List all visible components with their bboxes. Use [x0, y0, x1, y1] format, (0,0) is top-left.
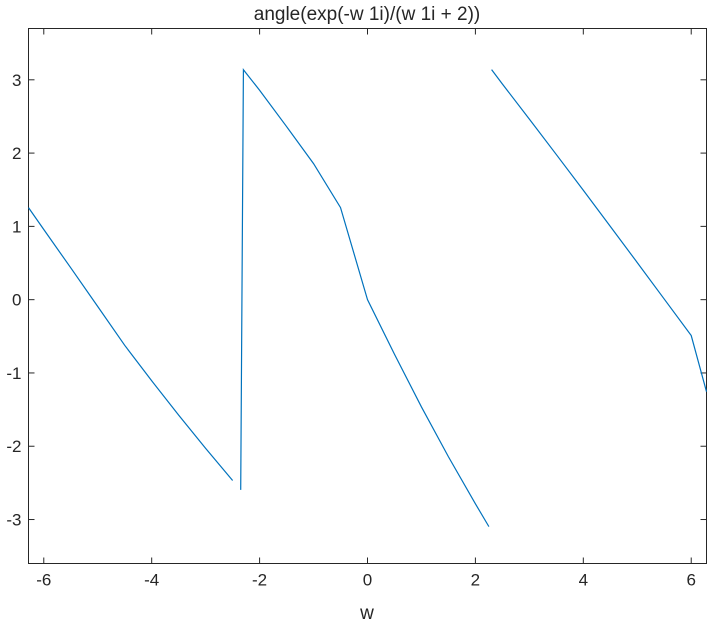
- y-tick-label: 2: [12, 144, 21, 163]
- y-tick-label: -3: [6, 511, 21, 530]
- y-tick-label: -2: [6, 437, 21, 456]
- series-line-segment-3: [491, 69, 708, 392]
- x-tick-label: 4: [579, 571, 588, 590]
- y-tick-label: 0: [12, 291, 21, 310]
- x-tick-label: 2: [471, 571, 480, 590]
- x-tick-label: -4: [144, 571, 159, 590]
- chart-title: angle(exp(-w 1i)/(w 1i + 2)): [254, 4, 481, 25]
- y-tick-label: 3: [12, 71, 21, 90]
- plot-area: [28, 28, 707, 564]
- x-tick-label: 6: [686, 571, 695, 590]
- ticks-layer: -6 -4 -2 0 2 4 6 -3 -2 -1 0 1 2 3: [6, 28, 707, 590]
- series-line-segment-2: [240, 67, 490, 527]
- series-layer: [28, 67, 708, 527]
- x-tick-label: 0: [363, 571, 372, 590]
- y-tick-label: -1: [6, 364, 21, 383]
- x-axis-label: w: [359, 603, 374, 624]
- y-tick-label: 1: [12, 217, 21, 236]
- x-tick-label: -2: [252, 571, 267, 590]
- series-line-segment-1: [28, 207, 234, 481]
- x-tick-label: -6: [36, 571, 51, 590]
